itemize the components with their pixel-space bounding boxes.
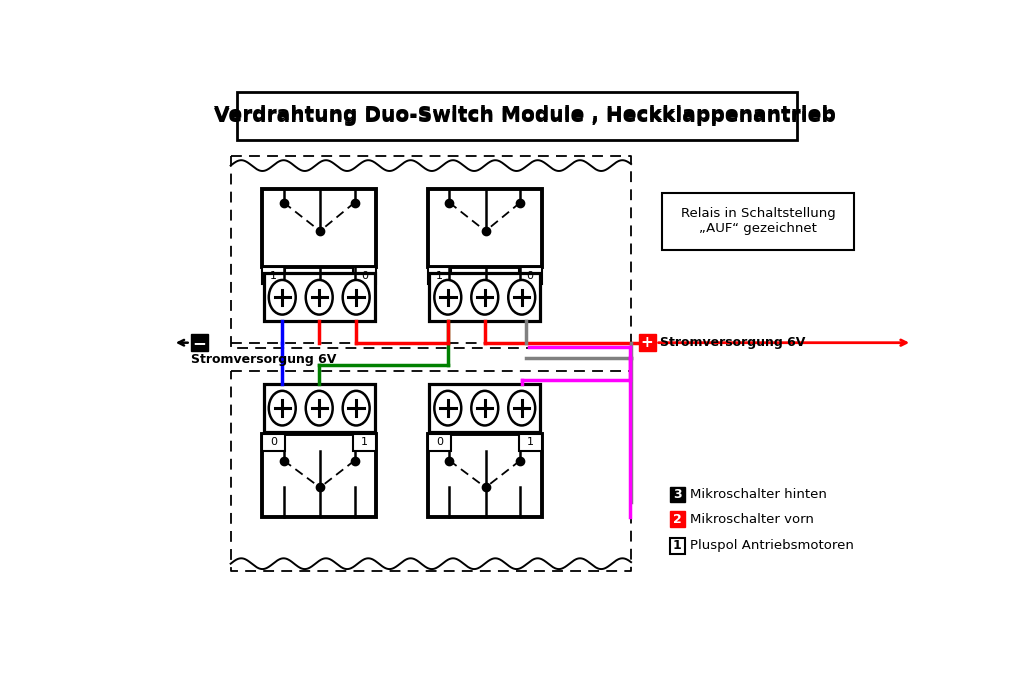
Bar [264,273,375,321]
Bar [237,93,798,140]
Text: 2: 2 [673,513,682,526]
Bar [639,335,655,351]
Ellipse shape [268,280,296,315]
Text: Pluspol Antriebsmotoren: Pluspol Antriebsmotoren [689,539,853,552]
Text: 1: 1 [361,437,369,447]
Bar [353,433,376,451]
Bar [262,433,286,451]
Bar [190,335,208,351]
Ellipse shape [508,391,536,425]
Text: 0: 0 [526,271,534,281]
Bar [670,486,685,502]
Text: Mikroschalter vorn: Mikroschalter vorn [689,513,813,526]
Text: 3: 3 [673,488,682,501]
Ellipse shape [343,391,370,425]
Text: Relais in Schaltstellung
„AUF“ gezeichnet: Relais in Schaltstellung „AUF“ gezeichne… [681,207,836,236]
Bar [428,433,542,517]
Bar [428,433,451,451]
Ellipse shape [306,391,333,425]
Text: Verdrahtung Duo-Switch Module , Heckklappenantrieb: Verdrahtung Duo-Switch Module , Heckklap… [214,106,836,126]
Text: Stromversorgung 6V: Stromversorgung 6V [660,336,806,349]
Bar [518,433,542,451]
Bar [353,267,376,284]
Ellipse shape [471,391,499,425]
Bar [262,267,286,284]
Text: 0: 0 [270,437,278,447]
Ellipse shape [343,280,370,315]
Text: 1: 1 [673,539,682,552]
Ellipse shape [508,280,536,315]
Bar [428,189,542,267]
Text: 0: 0 [436,437,442,447]
Bar [262,189,376,267]
Bar [262,433,376,517]
Text: 1: 1 [526,437,534,447]
Bar [662,192,854,250]
Ellipse shape [306,280,333,315]
Bar [428,267,451,284]
Text: +: + [641,335,653,350]
Ellipse shape [471,280,499,315]
Text: Mikroschalter hinten: Mikroschalter hinten [689,488,826,501]
Bar [429,273,541,321]
Bar [518,267,542,284]
Text: 0: 0 [361,271,369,281]
Bar [670,511,685,527]
Bar [429,384,541,432]
Ellipse shape [434,391,461,425]
Text: 1: 1 [270,271,278,281]
Ellipse shape [434,280,461,315]
Text: 1: 1 [436,271,442,281]
Text: Verdrahtung Duo-Switch Module , Heckklappenantrieb: Verdrahtung Duo-Switch Module , Heckklap… [214,105,836,124]
Bar [670,539,685,554]
Text: Stromversorgung 6V: Stromversorgung 6V [190,353,336,366]
Bar [264,384,375,432]
Text: −: − [193,334,206,352]
Ellipse shape [268,391,296,425]
